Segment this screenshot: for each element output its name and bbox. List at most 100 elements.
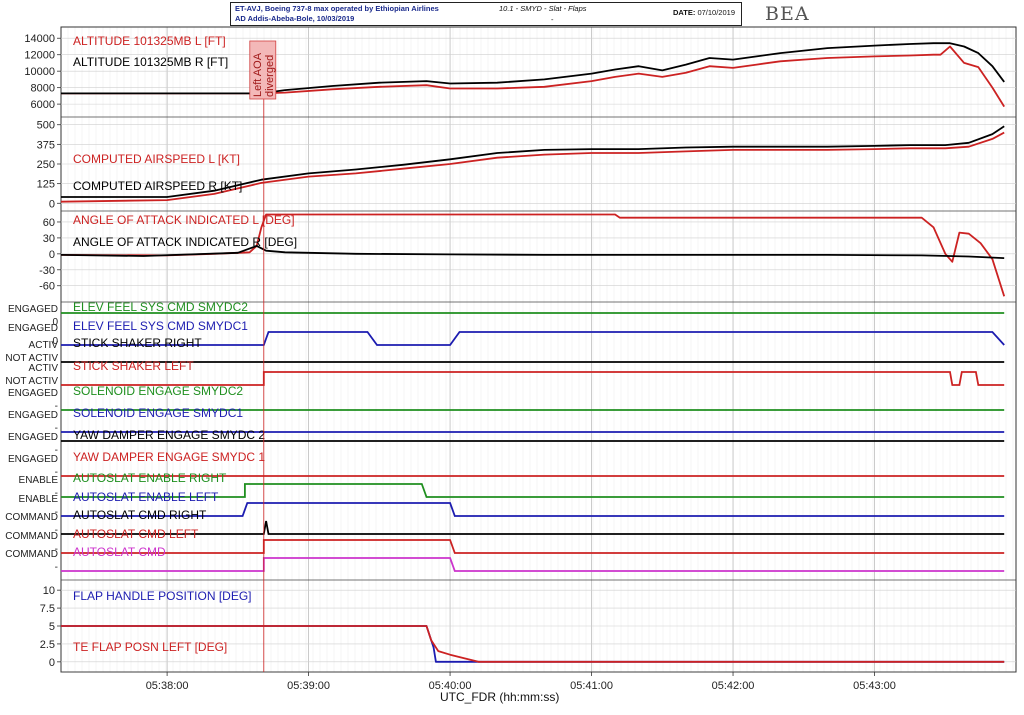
state-label-high: ENABLE — [19, 475, 59, 486]
series-line-altitude-101325mb-r-ft — [61, 42, 1005, 95]
y-tick-label: -60 — [39, 281, 55, 293]
y-tick-label: 500 — [37, 120, 55, 132]
x-tick-label: 05:40:00 — [429, 680, 472, 692]
state-label-high: ACTIV — [29, 340, 59, 351]
state-label-high: ENABLE — [19, 494, 59, 505]
discrete-yaw-damper-engage-smydc-1: ENGAGED - YAW DAMPER ENGAGE SMYDC 1 — [8, 450, 1005, 478]
state-label-high: ACTIV — [29, 363, 59, 374]
series-line-autoslat-cmd-left — [61, 539, 1005, 554]
state-label-low: - — [55, 488, 58, 499]
state-label-high: COMMAND — [5, 512, 58, 523]
state-label-high: ENGAGED — [8, 388, 58, 399]
state-label-high: COMMAND — [5, 549, 58, 560]
y-tick-label: 8000 — [31, 83, 55, 95]
divergence-label-line1: Left AOA — [252, 52, 264, 97]
y-tick-label: 125 — [37, 179, 55, 191]
y-tick-label: 60 — [43, 217, 55, 229]
series-label-autoslat-enable-right: AUTOSLAT ENABLE RIGHT — [73, 471, 227, 485]
series-line-autoslat-cmd-right — [61, 520, 1005, 535]
series-label-stick-shaker-left: STICK SHAKER LEFT — [73, 359, 194, 373]
y-tick-label: 375 — [37, 139, 55, 151]
state-label-high: ENGAGED — [8, 454, 58, 465]
discrete-autoslat-cmd-right: COMMAND- AUTOSLAT CMD RIGHT — [5, 508, 1005, 536]
state-label-low: - — [55, 467, 58, 478]
series-label-autoslat-cmd: AUTOSLAT CMD — [73, 545, 166, 559]
series-label-yaw-damper-engage-smydc-2: YAW DAMPER ENGAGE SMYDC 2 — [73, 428, 265, 442]
state-label-low: - — [55, 507, 58, 518]
series-label-altitude-101325mb-l-ft: ALTITUDE 101325MB L [FT] — [73, 34, 226, 48]
series-line-computed-airspeed-l-kt — [60, 131, 1005, 203]
state-label-low: - — [55, 445, 58, 456]
y-tick-label: 0 — [49, 249, 55, 261]
discrete-stick-shaker-right: ACTIV NOT ACTIV STICK SHAKER RIGHT — [5, 336, 1005, 364]
series-line-computed-airspeed-r-kt — [61, 125, 1005, 198]
state-label-low: 0 — [52, 317, 58, 328]
x-tick-label: 05:42:00 — [712, 680, 755, 692]
discrete-solenoid-engage-smydc1: ENGAGED - SOLENOID ENGAGE SMYDC1 — [8, 406, 1005, 434]
discrete-solenoid-engage-smydc2: ENGAGED - SOLENOID ENGAGE SMYDC2 — [8, 384, 1005, 412]
state-label-low: NOT ACTIV — [5, 376, 58, 387]
state-label-high: COMMAND — [5, 531, 58, 542]
series-label-autoslat-enable-left: AUTOSLAT ENABLE LEFT — [73, 490, 219, 504]
panel-altitude: 14000 12000 10000 8000 6000 ALTITUDE 101325MB… — [24, 33, 1016, 118]
divergence-label-box — [249, 40, 277, 100]
x-tick-label: 05:39:00 — [287, 680, 330, 692]
series-line-te-flap-posn-left-deg — [61, 625, 1005, 663]
date-stamp: DATE: 07/10/2019 — [673, 8, 735, 17]
document-title: 10.1 - SMYD - Slat - Flaps — [499, 4, 587, 13]
series-line-altitude-101325mb-l-ft — [61, 45, 1005, 108]
x-axis: 05:38:00 05:39:00 05:40:00 05:41:00 05:42:00… — [146, 672, 896, 692]
discrete-autoslat-cmd: COMMAND-AUTOSLAT CMD — [5, 545, 1005, 573]
y-tick-label: 250 — [37, 159, 55, 171]
discrete-autoslat-enable-left: ENABLE-AUTOSLAT ENABLE LEFT — [19, 490, 1005, 518]
state-label-low: NOT ACTIV — [5, 353, 58, 364]
y-tick-label: 6000 — [31, 99, 55, 111]
state-label-low: - — [55, 562, 58, 573]
y-tick-label: 0 — [49, 657, 55, 669]
discrete-stick-shaker-left: ACTIV NOT ACTIV STICK SHAKER LEFT — [5, 359, 1005, 387]
aircraft-line: ET-AVJ, Boeing 737-8 max operated by Eth… — [235, 4, 439, 13]
y-tick-label: 10 — [43, 585, 55, 597]
x-tick-label: 05:41:00 — [570, 680, 613, 692]
series-line-elev-feel-sys-cmd-smydc1 — [61, 331, 1005, 346]
date-label: DATE: — [673, 8, 696, 17]
y-tick-label: 10000 — [24, 66, 55, 78]
header-dash: - — [551, 15, 554, 24]
date-value: 07/10/2019 — [697, 8, 735, 17]
series-label-altitude-101325mb-r-ft: ALTITUDE 101325MB R [FT] — [73, 55, 228, 69]
route-line: AD Addis-Abeba-Bole, 10/03/2019 — [235, 14, 355, 23]
series-line-autoslat-enable-right — [61, 483, 1005, 498]
series-label-computed-airspeed-r-kt: COMPUTED AIRSPEED R [KT] — [73, 179, 242, 193]
panel-airspeed: 500 375 250 125 0 COMPUTED AIRSPEED L [KT] COM… — [37, 120, 1016, 212]
series-label-solenoid-engage-smydc2: SOLENOID ENGAGE SMYDC2 — [73, 384, 243, 398]
series-line-autoslat-cmd — [61, 557, 1005, 572]
series-line-angle-of-attack-indicated-l-deg — [60, 213, 1006, 297]
y-tick-label: 7.5 — [40, 603, 55, 615]
state-label-high: ENGAGED — [8, 432, 58, 443]
y-tick-label: 0 — [49, 198, 55, 210]
panel-aoa: 60 30 0 -30 -60 ANGLE OF ATTACK INDICATED L [… — [39, 213, 1016, 303]
series-label-flap-handle-position-deg: FLAP HANDLE POSITION [DEG] — [73, 589, 252, 603]
discrete-elev-feel-sys-cmd-smydc2: ENGAGED 0 ELEV FEEL SYS CMD SMYDC2 — [8, 300, 1005, 328]
chart-header-box: ET-AVJ, Boeing 737-8 max operated by Eth… — [230, 2, 742, 26]
series-label-angle-of-attack-indicated-r-deg: ANGLE OF ATTACK INDICATED R [DEG] — [73, 235, 297, 249]
discrete-autoslat-enable-right: ENABLE - AUTOSLAT ENABLE RIGHT — [19, 471, 1005, 499]
series-label-angle-of-attack-indicated-l-deg: ANGLE OF ATTACK INDICATED L [DEG] — [73, 213, 295, 227]
series-label-stick-shaker-right: STICK SHAKER RIGHT — [73, 336, 202, 350]
x-tick-label: 05:38:00 — [146, 680, 189, 692]
state-label-low: 0 — [52, 336, 58, 347]
state-label-high: ENGAGED — [8, 323, 58, 334]
y-tick-label: 12000 — [24, 50, 55, 62]
state-label-low: - — [55, 544, 58, 555]
y-tick-label: 30 — [43, 233, 55, 245]
series-label-elev-feel-sys-cmd-smydc2: ELEV FEEL SYS CMD SMYDC2 — [73, 300, 248, 314]
y-tick-label: 5 — [49, 621, 55, 633]
state-label-low: - — [55, 423, 58, 434]
discrete-yaw-damper-engage-smydc-2: ENGAGED - YAW DAMPER ENGAGE SMYDC 2 — [8, 428, 1005, 456]
series-label-autoslat-cmd-right: AUTOSLAT CMD RIGHT — [73, 508, 207, 522]
series-label-solenoid-engage-smydc1: SOLENOID ENGAGE SMYDC1 — [73, 406, 243, 420]
x-axis-title: UTC_FDR (hh:mm:ss) — [440, 690, 560, 704]
